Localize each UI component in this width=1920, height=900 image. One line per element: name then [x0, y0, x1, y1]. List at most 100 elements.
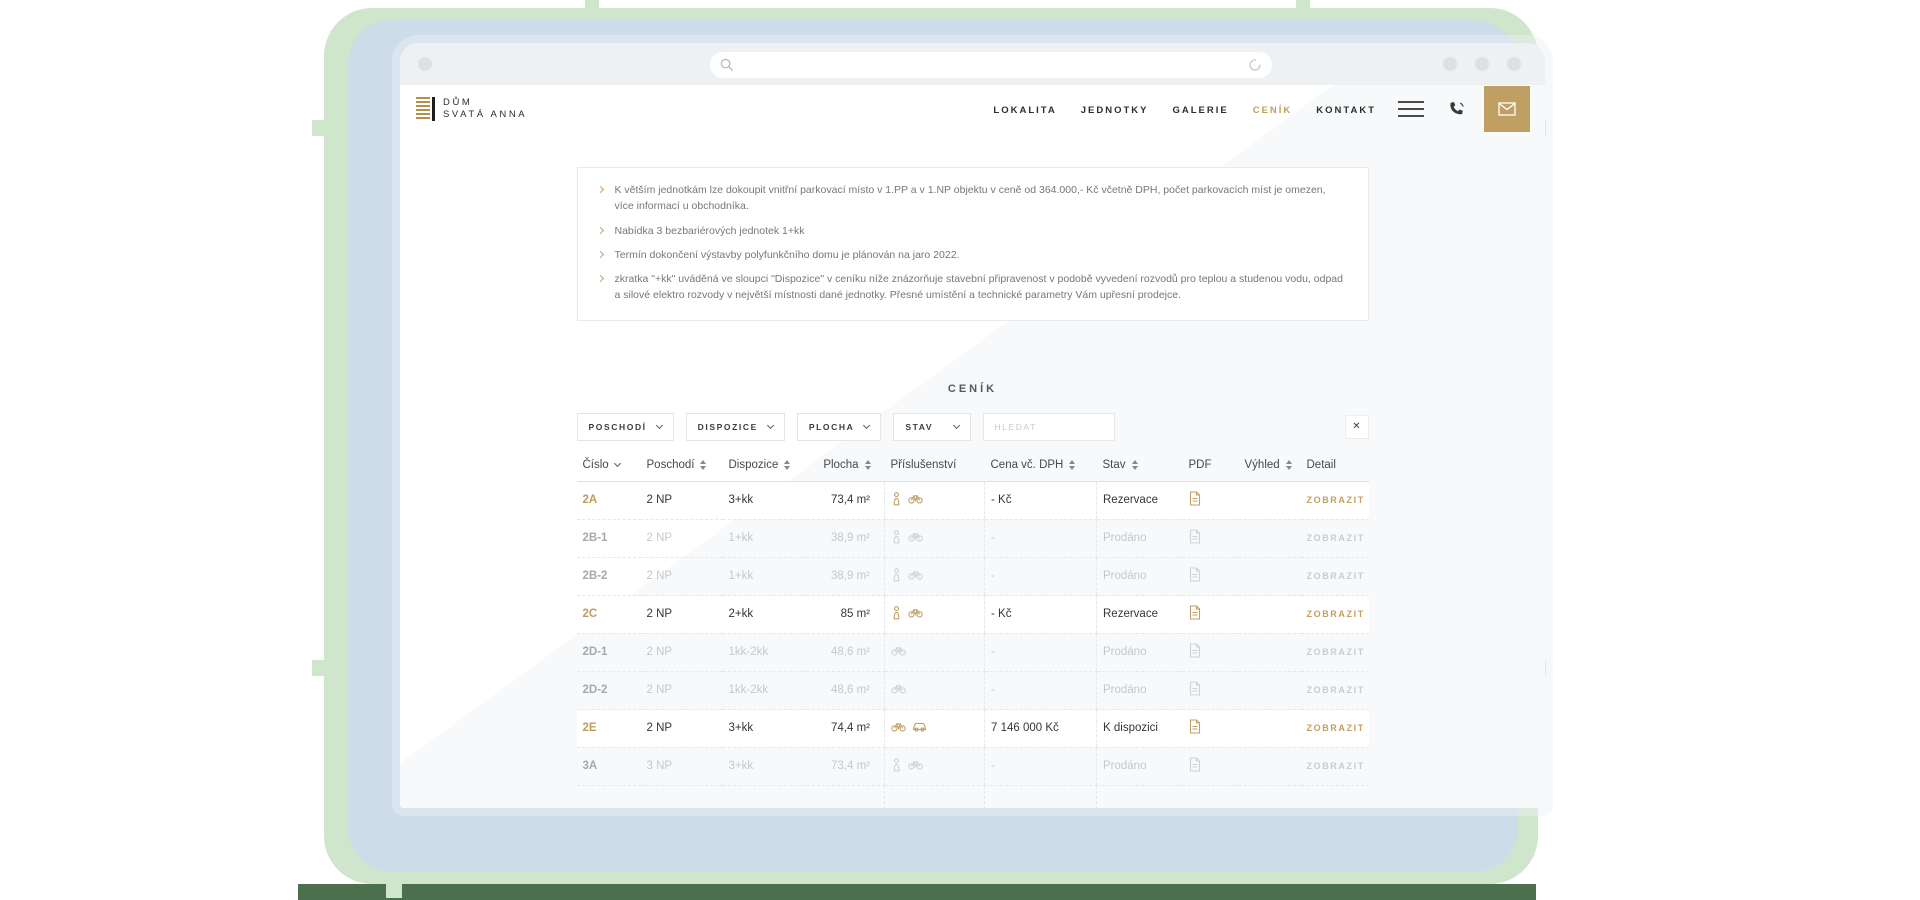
cell-pdf: [1182, 595, 1239, 634]
shower-icon: [891, 529, 902, 547]
cell-pdf: [1182, 747, 1239, 786]
cell-number: 2A: [576, 481, 641, 520]
pdf-file-icon[interactable]: [1189, 719, 1201, 737]
cell-floor: 2 NP: [640, 557, 723, 596]
contact-mail-button[interactable]: [1484, 86, 1530, 132]
sort-updown-icon: [784, 459, 791, 470]
cell-status: Prodáno: [1096, 671, 1183, 710]
detail-link[interactable]: ZOBRAZIT: [1306, 685, 1365, 696]
address-input[interactable]: [734, 59, 1248, 71]
sort-updown-icon: [1285, 459, 1292, 470]
pixel-decoration: [386, 884, 402, 898]
site-logo[interactable]: DŮM SVATÁ ANNA: [416, 97, 527, 121]
nav-item-lokalita[interactable]: LOKALITA: [993, 105, 1057, 116]
cell-floor: 2 NP: [640, 633, 723, 672]
phone-icon[interactable]: [1448, 100, 1466, 118]
envelope-icon: [1498, 102, 1516, 116]
pricing-title: CENÍK: [947, 382, 998, 395]
pdf-file-icon[interactable]: [1189, 605, 1201, 623]
main-navigation: LOKALITA JEDNOTKY GALERIE CENÍK KONTAKT: [993, 100, 1376, 118]
nav-item-ceník[interactable]: CENÍK: [1252, 105, 1293, 116]
search-icon: [720, 58, 734, 72]
detail-link[interactable]: ZOBRAZIT: [1306, 723, 1365, 734]
bicycle-icon: [891, 721, 906, 735]
column-label: Cena vč. DPH: [990, 458, 1064, 471]
nav-item-kontakt[interactable]: KONTAKT: [1316, 105, 1376, 116]
cell-number: 2E: [576, 709, 641, 748]
cell-detail: ZOBRAZIT: [1300, 633, 1369, 672]
cell-area: 73,4 m²: [806, 481, 885, 520]
cell-view: [1238, 709, 1301, 748]
address-bar[interactable]: [710, 52, 1272, 78]
pdf-file-icon[interactable]: [1189, 529, 1201, 547]
site-content: DŮM SVATÁ ANNA LOKALITA JEDNOTKY GALERIE CE…: [400, 85, 1545, 808]
cell-accessories: [884, 481, 985, 520]
cell-detail: ZOBRAZIT: [1300, 481, 1369, 520]
column-header-dispozice[interactable]: Dispozice: [722, 450, 807, 482]
pixel-decoration: [312, 660, 324, 676]
detail-link[interactable]: ZOBRAZIT: [1306, 533, 1365, 544]
column-header-pdf: PDF: [1182, 450, 1239, 482]
filter-dropdown-dispozice[interactable]: DISPOZICE: [685, 412, 785, 441]
column-header-v-hled[interactable]: Výhled: [1238, 450, 1301, 482]
nav-item-galerie[interactable]: GALERIE: [1172, 105, 1229, 116]
pdf-file-icon[interactable]: [1189, 681, 1201, 699]
shower-icon: [891, 567, 902, 585]
reload-icon[interactable]: [1248, 58, 1262, 72]
shower-icon: [891, 491, 902, 509]
bicycle-icon: [908, 607, 923, 621]
cell-floor: 2 NP: [640, 595, 723, 634]
column-header--slo[interactable]: Číslo: [576, 450, 641, 482]
cell-detail: ZOBRAZIT: [1300, 709, 1369, 748]
bicycle-icon: [891, 683, 906, 697]
column-header-poschod-[interactable]: Poschodí: [640, 450, 723, 482]
cell-accessories: [884, 709, 985, 748]
chevron-right-icon: [596, 275, 604, 283]
nav-item-jednotky[interactable]: JEDNOTKY: [1080, 105, 1149, 116]
table-search-input[interactable]: [983, 412, 1116, 441]
pdf-file-icon[interactable]: [1189, 491, 1201, 509]
cell-pdf: [1182, 709, 1239, 748]
cell-floor: 2 NP: [640, 519, 723, 558]
filter-label: PLOCHA: [808, 421, 855, 432]
cell-layout: 1kk-2kk: [722, 671, 807, 710]
table-row-2A: 2A 2 NP 3+kk 73,4 m² - Kč Rezervace ZOBRAZIT: [576, 481, 1369, 520]
bicycle-icon: [908, 569, 923, 583]
cell-area: 74,4 m²: [806, 709, 885, 748]
logo-text: DŮM SVATÁ ANNA: [443, 97, 528, 120]
clear-filters-button[interactable]: ✕: [1344, 414, 1369, 439]
filter-dropdown-poschodí[interactable]: POSCHODÍ: [576, 412, 674, 441]
cell-floor: 3 NP: [640, 747, 723, 786]
column-header-stav[interactable]: Stav: [1096, 450, 1183, 482]
pdf-file-icon[interactable]: [1189, 643, 1201, 661]
pixel-decoration: [312, 120, 324, 136]
pdf-file-icon[interactable]: [1189, 757, 1201, 775]
cell-accessories: [884, 633, 985, 672]
cell-number: 2B-1: [576, 519, 641, 558]
detail-link[interactable]: ZOBRAZIT: [1306, 495, 1365, 506]
detail-link[interactable]: ZOBRAZIT: [1306, 571, 1365, 582]
cell-status: K dispozici: [1096, 709, 1183, 748]
pdf-file-icon[interactable]: [1189, 567, 1201, 585]
filter-dropdown-plocha[interactable]: PLOCHA: [796, 412, 882, 441]
table-row-2E: 2E 2 NP 3+kk 74,4 m² 7 146 000 Kč K dispozici…: [576, 709, 1369, 748]
cell-layout: 1kk-2kk: [722, 633, 807, 672]
column-header-cena-v-dph[interactable]: Cena vč. DPH: [984, 450, 1097, 482]
detail-link[interactable]: ZOBRAZIT: [1306, 609, 1365, 620]
cell-area: 85 m²: [806, 595, 885, 634]
column-header-plocha[interactable]: Plocha: [806, 450, 885, 482]
detail-link[interactable]: ZOBRAZIT: [1306, 761, 1365, 772]
cell-pdf: [1182, 481, 1239, 520]
hamburger-menu-icon[interactable]: [1398, 101, 1424, 117]
detail-link[interactable]: ZOBRAZIT: [1306, 647, 1365, 658]
cell-price: -: [984, 747, 1097, 786]
notice-text-2: Nabídka 3 bezbariérových jednotek 1+kk: [614, 224, 805, 237]
pixel-decoration: [585, 0, 599, 10]
notice-text-4: zkratka "+kk" uváděná ve sloupci "Dispoz…: [614, 273, 1343, 302]
filter-dropdown-stav[interactable]: STAV: [893, 412, 972, 441]
cell-view: [1238, 747, 1301, 786]
filter-label: DISPOZICE: [697, 421, 758, 432]
pricing-filters: POSCHODÍ DISPOZICE PLOCHA STAV ✕: [576, 412, 1369, 441]
chevron-down-icon: [766, 422, 774, 430]
cell-layout: 3+kk: [722, 709, 807, 748]
